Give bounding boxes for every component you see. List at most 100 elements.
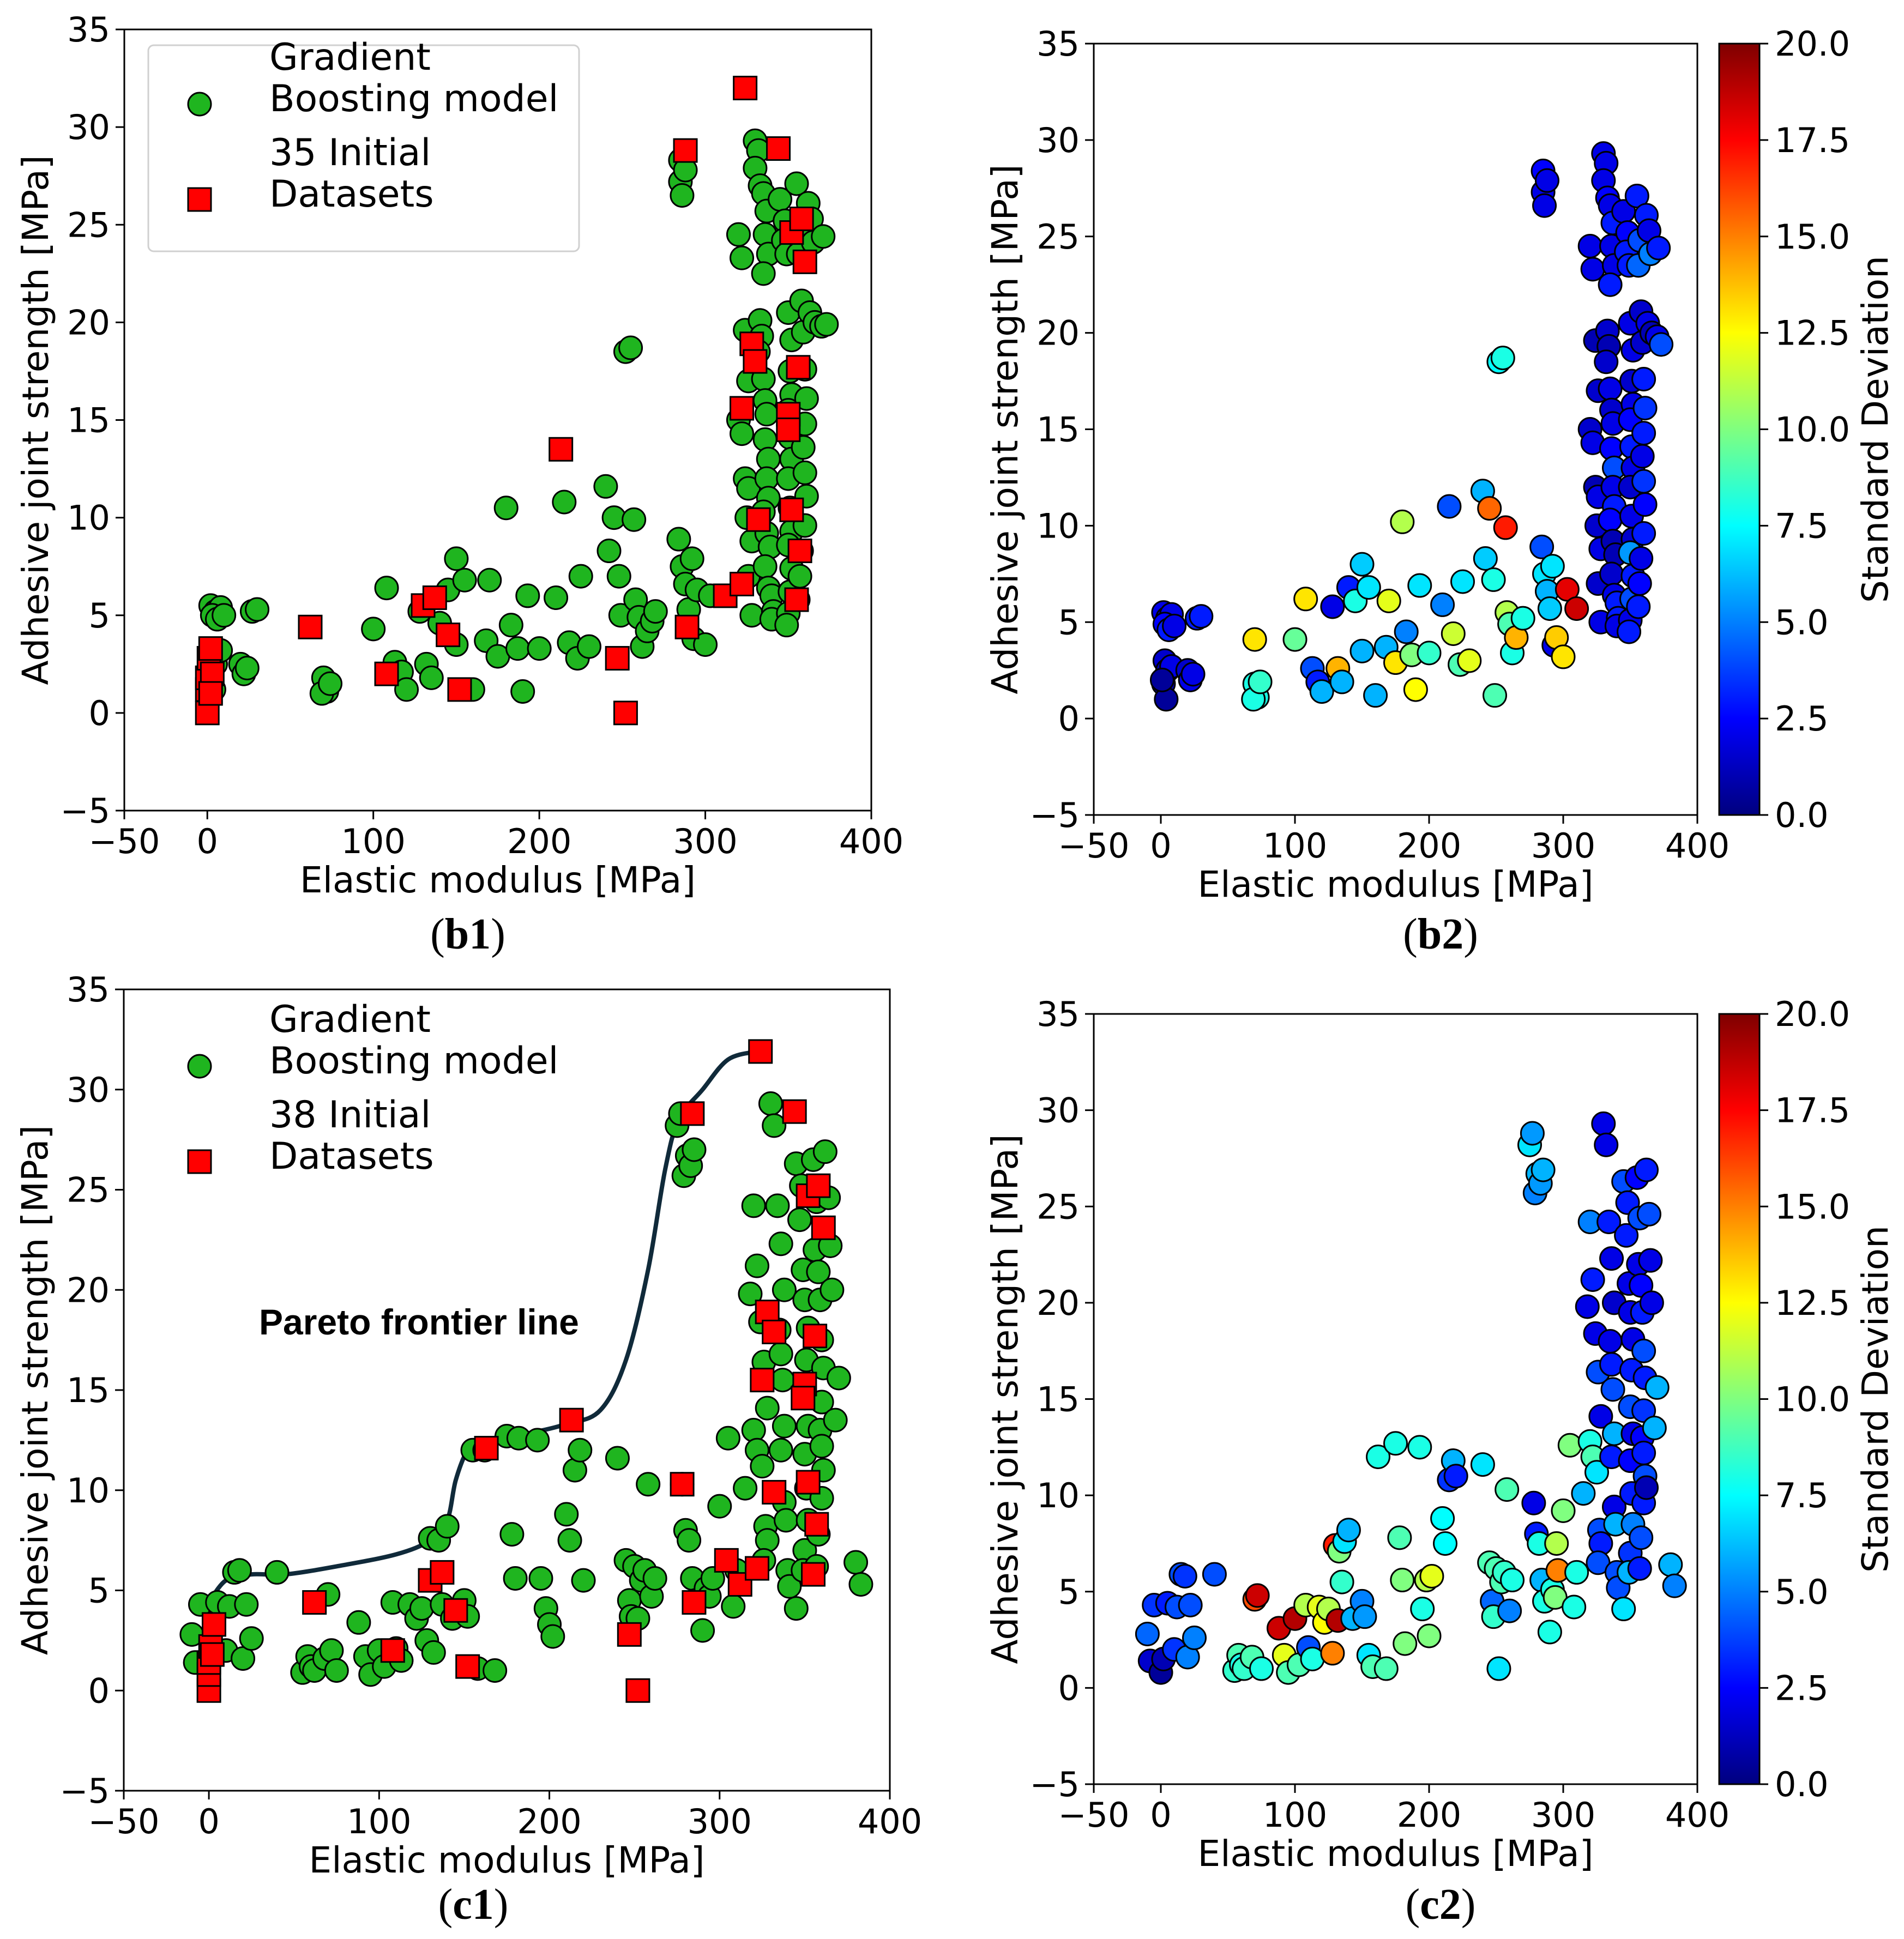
- data-point-circle: [483, 1658, 508, 1683]
- data-point-circle: [1407, 1435, 1432, 1460]
- y-tick-label: 25: [67, 205, 110, 245]
- data-point-circle: [1242, 627, 1267, 652]
- panel-label-close-paren: ): [491, 910, 505, 958]
- panel-c1-scatter-chart: −50 0 100 200 300 400−505101520253035Elastic …: [14, 970, 922, 1929]
- data-point-square: [762, 1479, 787, 1505]
- legend-label: Boosting model: [269, 77, 558, 120]
- data-point-circle: [1531, 1157, 1556, 1182]
- y-tick-label: 30: [67, 1070, 110, 1110]
- y-tick-label: 0: [89, 693, 110, 733]
- panel-label: (c1): [438, 1881, 509, 1929]
- data-point-circle: [707, 1494, 732, 1519]
- x-tick-label: 200: [507, 821, 571, 861]
- data-point-circle: [774, 613, 799, 638]
- colorbar-tick-label: 2.5: [1775, 1668, 1829, 1708]
- data-point-square: [680, 1101, 705, 1126]
- data-point-square: [791, 1386, 816, 1411]
- data-point-circle: [1577, 233, 1602, 258]
- data-point-circle: [562, 1458, 587, 1483]
- data-point-circle: [245, 597, 270, 622]
- data-point-square: [787, 539, 812, 564]
- data-point-square: [789, 207, 814, 232]
- data-point-circle: [1521, 1490, 1546, 1515]
- data-point-circle: [1182, 1626, 1207, 1651]
- y-tick-label: 15: [67, 401, 110, 440]
- data-point-circle: [1662, 1573, 1687, 1598]
- data-point-circle: [1500, 1568, 1525, 1593]
- data-point-square: [474, 1436, 499, 1461]
- data-point-circle: [1534, 168, 1559, 193]
- data-point-square: [743, 349, 768, 374]
- colorbar-tick-label: 17.5: [1775, 120, 1850, 160]
- data-point-square: [746, 507, 771, 532]
- colorbar-gradient: [1718, 1013, 1761, 1785]
- data-point-circle: [1614, 1223, 1639, 1248]
- data-point-circle: [772, 1277, 797, 1302]
- data-point-circle: [1599, 1246, 1624, 1271]
- data-point-circle: [1646, 235, 1671, 261]
- data-point-circle: [1644, 1375, 1670, 1400]
- legend-label: Datasets: [269, 1135, 434, 1178]
- x-tick-label: 400: [858, 1802, 922, 1841]
- data-point-circle: [679, 546, 704, 571]
- data-point-circle: [1349, 638, 1375, 663]
- data-point-circle: [1387, 1525, 1412, 1550]
- data-point-circle: [1172, 1563, 1197, 1588]
- data-point-circle: [1336, 1518, 1361, 1543]
- data-point-circle: [1599, 561, 1624, 587]
- legend-marker-square: [187, 187, 212, 212]
- colorbar: 0.0 2.5 5.0 7.5 10.0 12.5 15.0 17.5 20.0 Standard…: [1718, 994, 1896, 1804]
- y-tick-label: 35: [1037, 24, 1080, 64]
- data-point-circle: [499, 1522, 525, 1547]
- data-point-circle: [762, 1113, 787, 1138]
- panel-label: (b1): [430, 910, 505, 958]
- data-point-square: [811, 1215, 836, 1240]
- data-point-square: [443, 1598, 468, 1623]
- data-point-circle: [1631, 521, 1656, 546]
- y-tick-label: 10: [1037, 1476, 1080, 1515]
- panel-label-close-paren: ): [494, 1881, 509, 1929]
- panel-label-open-paren: (: [1406, 1881, 1420, 1929]
- data-point-circle: [700, 1566, 725, 1591]
- data-point-circle: [528, 1566, 553, 1591]
- data-point-circle: [1631, 1338, 1656, 1363]
- data-point-circle: [493, 496, 519, 521]
- y-tick-label: 25: [67, 1170, 110, 1210]
- data-point-circle: [510, 679, 535, 704]
- data-point-circle: [212, 603, 237, 628]
- y-tick-label: 0: [88, 1671, 110, 1711]
- data-point-circle: [758, 1091, 783, 1116]
- data-point-circle: [1642, 1415, 1667, 1440]
- data-point-circle: [1320, 594, 1345, 619]
- data-point-circle: [1441, 621, 1466, 646]
- data-point-circle: [1631, 469, 1656, 494]
- y-tick-label: 15: [1037, 410, 1080, 450]
- data-point-circle: [525, 1428, 550, 1453]
- data-point-square: [733, 75, 758, 100]
- data-point-circle: [741, 1193, 766, 1218]
- legend-box: [147, 44, 580, 252]
- data-point-circle: [1598, 508, 1623, 533]
- y-axis-label: Adhesive joint strength [MPa]: [14, 1125, 56, 1655]
- data-point-circle: [1596, 1210, 1622, 1235]
- data-point-circle: [1202, 1562, 1227, 1587]
- y-tick-label: 10: [67, 498, 110, 538]
- data-point-circle: [264, 1560, 290, 1585]
- data-point-circle: [1470, 1452, 1495, 1477]
- data-point-circle: [1627, 1556, 1652, 1581]
- data-point-circle: [643, 599, 668, 624]
- data-point-circle: [1617, 619, 1642, 644]
- data-point-circle: [444, 546, 469, 571]
- x-tick-label: 0: [1150, 1795, 1171, 1835]
- data-point-circle: [811, 224, 836, 249]
- data-point-square: [766, 136, 791, 161]
- data-point-circle: [755, 1396, 780, 1421]
- data-point-circle: [1352, 1604, 1377, 1629]
- colorbar-gradient: [1718, 43, 1761, 816]
- y-tick-label: 5: [89, 596, 110, 636]
- data-point-circle: [1376, 588, 1401, 613]
- data-point-circle: [1483, 683, 1508, 708]
- colorbar-tick-label: 7.5: [1775, 1476, 1829, 1515]
- data-point-circle: [1626, 594, 1651, 619]
